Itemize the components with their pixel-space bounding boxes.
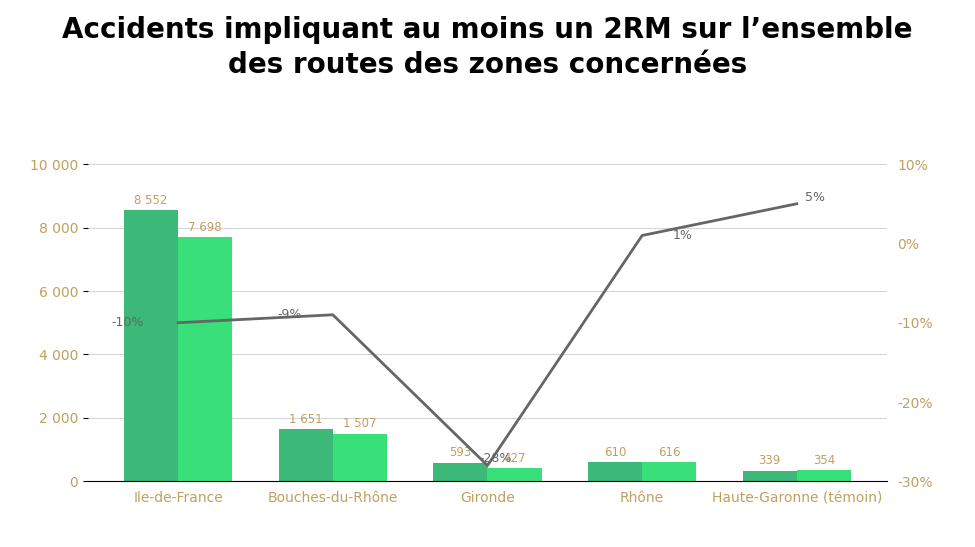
Text: 354: 354 — [813, 454, 835, 467]
Text: 7 698: 7 698 — [188, 221, 222, 234]
Bar — [279, 429, 332, 481]
Text: 593: 593 — [449, 446, 472, 459]
Bar — [743, 470, 797, 481]
Bar — [797, 470, 851, 481]
Text: 427: 427 — [503, 452, 526, 464]
Bar — [178, 237, 232, 481]
Bar — [643, 462, 696, 481]
Text: 1%: 1% — [673, 229, 693, 242]
Bar — [332, 434, 387, 481]
Text: Accidents impliquant au moins un 2RM sur l’ensemble
des routes des zones concern: Accidents impliquant au moins un 2RM sur… — [62, 16, 913, 79]
Bar — [433, 463, 488, 481]
Bar — [488, 468, 542, 481]
Bar — [588, 462, 643, 481]
Text: -9%: -9% — [278, 309, 302, 321]
Text: 339: 339 — [759, 455, 781, 468]
Text: 1 651: 1 651 — [289, 413, 323, 426]
Text: 610: 610 — [604, 446, 626, 459]
Text: -28%: -28% — [479, 452, 512, 465]
Text: 1 507: 1 507 — [343, 417, 376, 430]
Bar — [124, 210, 178, 481]
Text: 616: 616 — [658, 446, 681, 458]
Text: 5%: 5% — [804, 191, 825, 204]
Text: -10%: -10% — [111, 316, 143, 329]
Text: 8 552: 8 552 — [135, 194, 168, 207]
